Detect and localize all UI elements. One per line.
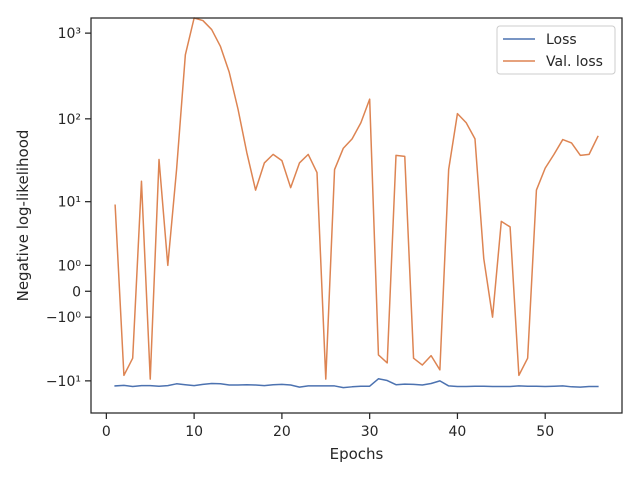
y-tick-label: 0 <box>72 284 81 300</box>
y-tick-label: 10² <box>58 112 81 128</box>
y-axis-label: Negative log-likelihood <box>14 130 32 302</box>
x-tick-label: 50 <box>536 424 554 440</box>
x-tick-label: 20 <box>273 424 291 440</box>
plot-frame <box>90 17 623 414</box>
y-tick-label: 10⁰ <box>58 258 82 274</box>
x-tick-label: 40 <box>449 424 467 440</box>
x-tick-label: 10 <box>185 424 203 440</box>
legend-label: Val. loss <box>546 54 603 70</box>
series-line-1 <box>114 378 599 389</box>
x-axis-label: Epochs <box>330 445 384 463</box>
legend-box <box>496 25 616 75</box>
y-tick-label: −10¹ <box>46 374 81 390</box>
x-tick-label: 30 <box>361 424 379 440</box>
x-axis-ticks: 0 10 20 30 40 50 <box>102 413 554 440</box>
x-tick-label: 0 <box>102 424 111 440</box>
y-axis-ticks: −10¹ −10⁰ 0 10⁰ 10¹ 10² 10³ <box>46 26 91 390</box>
legend-label: Loss <box>546 32 577 48</box>
y-tick-label: 10¹ <box>58 195 81 211</box>
y-tick-label: −10⁰ <box>46 310 82 326</box>
legend: Loss Val. loss <box>496 25 616 75</box>
y-tick-label: 10³ <box>58 26 81 42</box>
